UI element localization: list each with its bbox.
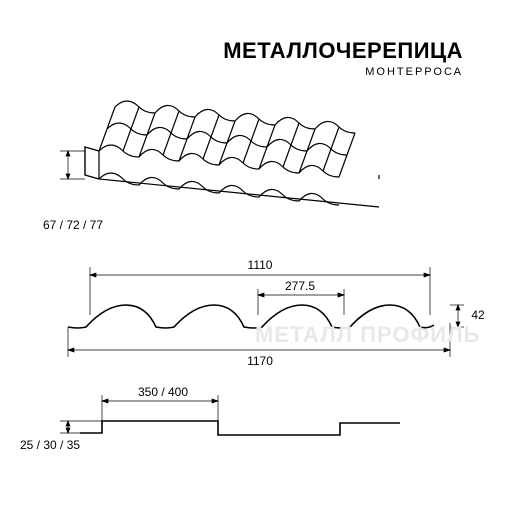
dim-width-bottom: 1170 — [240, 354, 280, 368]
title-block: МЕТАЛЛОЧЕРЕПИЦА МОНТЕРРОСА — [223, 38, 463, 78]
iso-tile-diagram — [40, 95, 460, 225]
product-subtitle: МОНТЕРРОСА — [223, 66, 463, 78]
dim-height-right: 42 — [466, 308, 490, 322]
dim-step-height: 67 / 72 / 77 — [38, 218, 108, 232]
dim-width-top: 1110 — [240, 258, 280, 272]
dim-left-height: 25 / 30 / 35 — [20, 438, 92, 452]
dim-pitch: 277.5 — [275, 279, 325, 293]
product-title: МЕТАЛЛОЧЕРЕПИЦА — [223, 38, 463, 64]
side-step-diagram — [40, 385, 440, 455]
dim-step-width: 350 / 400 — [128, 385, 198, 399]
